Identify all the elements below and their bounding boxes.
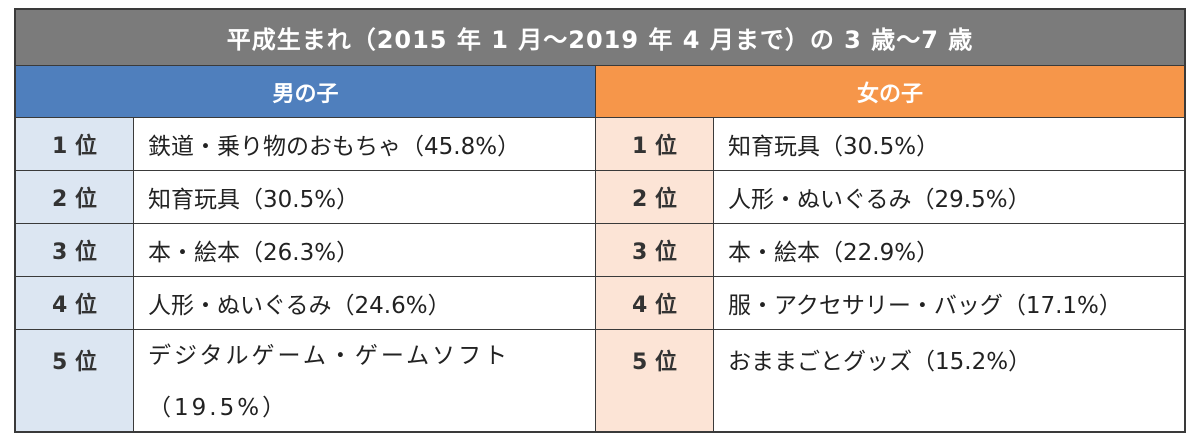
table-row: 2 位 知育玩具（30.5%） 2 位 人形・ぬいぐるみ（29.5%） <box>16 171 1184 224</box>
girls-item-cell: 知育玩具（30.5%） <box>728 134 940 160</box>
girls-item-cell: 人形・ぬいぐるみ（29.5%） <box>728 187 1031 213</box>
girls-rank-cell: 2 位 <box>596 171 714 223</box>
table-row: 3 位 本・絵本（26.3%） 3 位 本・絵本（22.9%） <box>16 224 1184 277</box>
ranking-table: 平成生まれ（2015 年 1 月〜2019 年 4 月まで）の 3 歳〜7 歳 … <box>14 8 1186 433</box>
boys-item-cell: デジタルゲーム・ゲームソフト（19.5%） <box>134 330 596 431</box>
boys-item-cell: 人形・ぬいぐるみ（24.6%） <box>134 277 596 329</box>
table-title: 平成生まれ（2015 年 1 月〜2019 年 4 月まで）の 3 歳〜7 歳 <box>16 10 1184 66</box>
boys-header: 男の子 <box>16 66 596 118</box>
girls-rank-cell: 4 位 <box>596 277 714 329</box>
girls-item-cell: 服・アクセサリー・バッグ（17.1%） <box>728 293 1122 319</box>
boys-rank-cell: 2 位 <box>16 171 134 223</box>
boys-rank-cell: 1 位 <box>16 118 134 170</box>
girls-item-cell: おままごとグッズ（15.2%） <box>728 349 1032 375</box>
boys-rank-cell: 4 位 <box>16 277 134 329</box>
boys-rank-cell: 5 位 <box>16 330 134 431</box>
table-row: 4 位 人形・ぬいぐるみ（24.6%） 4 位 服・アクセサリー・バッグ（17.… <box>16 277 1184 330</box>
girls-rank-cell: 5 位 <box>596 330 714 431</box>
boys-item-cell: 知育玩具（30.5%） <box>134 171 596 223</box>
girls-item-cell: 本・絵本（22.9%） <box>728 240 940 266</box>
table-row: 1 位 鉄道・乗り物のおもちゃ（45.8%） 1 位 知育玩具（30.5%） <box>16 118 1184 171</box>
boys-item-cell: 鉄道・乗り物のおもちゃ（45.8%） <box>134 118 596 170</box>
table-row: 5 位 デジタルゲーム・ゲームソフト（19.5%） 5 位 おままごとグッズ（1… <box>16 330 1184 431</box>
boys-rank-cell: 3 位 <box>16 224 134 276</box>
girls-rank-cell: 1 位 <box>596 118 714 170</box>
girls-rank-cell: 3 位 <box>596 224 714 276</box>
girls-header: 女の子 <box>596 66 1184 118</box>
boys-item-cell: 本・絵本（26.3%） <box>134 224 596 276</box>
